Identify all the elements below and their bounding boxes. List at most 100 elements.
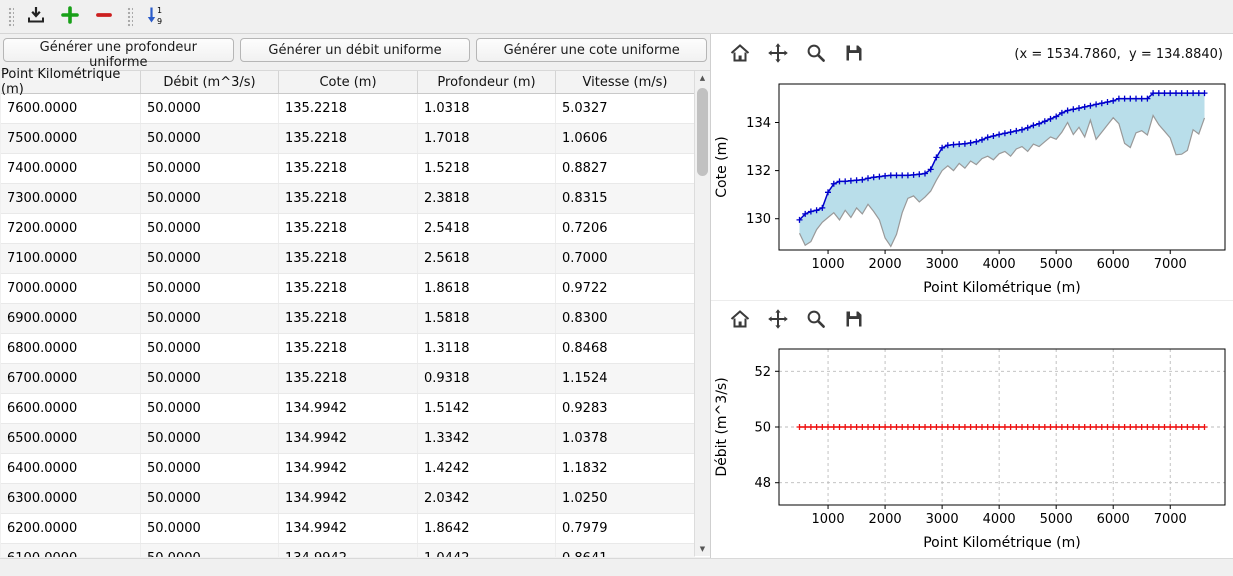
table-cell[interactable]: 134.9942: [279, 544, 418, 557]
add-row-button[interactable]: [55, 3, 85, 31]
table-cell[interactable]: 134.9942: [279, 514, 418, 543]
table-cell[interactable]: 50.0000: [141, 274, 279, 303]
scrollbar-up-arrow-icon[interactable]: ▲: [699, 74, 706, 82]
table-cell[interactable]: 50.0000: [141, 334, 279, 363]
table-cell[interactable]: 1.5818: [418, 304, 556, 333]
table-cell[interactable]: 1.8618: [418, 274, 556, 303]
table-vertical-scrollbar[interactable]: ▲ ▼: [694, 71, 710, 556]
zoom-button[interactable]: [801, 39, 831, 69]
table-cell[interactable]: 135.2218: [279, 304, 418, 333]
table-cell[interactable]: 134.9942: [279, 454, 418, 483]
table-cell[interactable]: 1.8642: [418, 514, 556, 543]
table-cell[interactable]: 0.9722: [556, 274, 695, 303]
table-cell[interactable]: 135.2218: [279, 94, 418, 123]
pan-button[interactable]: [763, 39, 793, 69]
table-cell[interactable]: 50.0000: [141, 124, 279, 153]
table-cell[interactable]: 6300.0000: [1, 484, 141, 513]
table-cell[interactable]: 6500.0000: [1, 424, 141, 453]
table-cell[interactable]: 50.0000: [141, 454, 279, 483]
sort-button[interactable]: 1 9: [140, 3, 170, 31]
table-row[interactable]: 7300.0000 50.0000 135.2218 2.3818 0.8315: [1, 184, 695, 214]
table-cell[interactable]: 0.7000: [556, 244, 695, 273]
table-cell[interactable]: 135.2218: [279, 154, 418, 183]
table-cell[interactable]: 6900.0000: [1, 304, 141, 333]
table-cell[interactable]: 7500.0000: [1, 124, 141, 153]
table-cell[interactable]: 0.8300: [556, 304, 695, 333]
toolbar-grip[interactable]: [7, 5, 14, 28]
table-cell[interactable]: 50.0000: [141, 394, 279, 423]
table-cell[interactable]: 6600.0000: [1, 394, 141, 423]
table-cell[interactable]: 7000.0000: [1, 274, 141, 303]
table-cell[interactable]: 135.2218: [279, 334, 418, 363]
table-cell[interactable]: 0.8827: [556, 154, 695, 183]
table-row[interactable]: 7200.0000 50.0000 135.2218 2.5418 0.7206: [1, 214, 695, 244]
table-cell[interactable]: 135.2218: [279, 244, 418, 273]
water-profile-chart[interactable]: 1000 2000 3000 4000 5000 6000 7000 130 132 134 Poi…: [711, 74, 1232, 300]
table-row[interactable]: 6800.0000 50.0000 135.2218 1.3118 0.8468: [1, 334, 695, 364]
table-cell[interactable]: 7400.0000: [1, 154, 141, 183]
table-cell[interactable]: 6700.0000: [1, 364, 141, 393]
home-button[interactable]: [725, 39, 755, 69]
table-cell[interactable]: 50.0000: [141, 364, 279, 393]
zoom-button[interactable]: [801, 305, 831, 335]
table-cell[interactable]: 0.8315: [556, 184, 695, 213]
table-cell[interactable]: 6200.0000: [1, 514, 141, 543]
table-cell[interactable]: 6100.0000: [1, 544, 141, 557]
table-cell[interactable]: 0.7979: [556, 514, 695, 543]
table-cell[interactable]: 50.0000: [141, 484, 279, 513]
table-cell[interactable]: 1.7018: [418, 124, 556, 153]
table-cell[interactable]: 7600.0000: [1, 94, 141, 123]
table-cell[interactable]: 134.9942: [279, 484, 418, 513]
discharge-chart[interactable]: 1000 2000 3000 4000 5000 6000 7000 48 50 52 Point …: [711, 339, 1232, 555]
table-cell[interactable]: 2.3818: [418, 184, 556, 213]
table-cell[interactable]: 135.2218: [279, 214, 418, 243]
generate-uniform-flow-button[interactable]: Générer un débit uniforme: [239, 38, 471, 62]
table-cell[interactable]: 1.3118: [418, 334, 556, 363]
table-row[interactable]: 7500.0000 50.0000 135.2218 1.7018 1.0606: [1, 124, 695, 154]
table-cell[interactable]: 7100.0000: [1, 244, 141, 273]
column-header[interactable]: Point Kilométrique (m): [1, 67, 141, 97]
table-cell[interactable]: 0.8641: [556, 544, 695, 557]
table-cell[interactable]: 50.0000: [141, 94, 279, 123]
table-cell[interactable]: 6800.0000: [1, 334, 141, 363]
table-cell[interactable]: 1.0606: [556, 124, 695, 153]
table-cell[interactable]: 5.0327: [556, 94, 695, 123]
table-cell[interactable]: 50.0000: [141, 514, 279, 543]
table-cell[interactable]: 1.0250: [556, 484, 695, 513]
column-header[interactable]: Cote (m): [279, 71, 418, 93]
table-cell[interactable]: 6400.0000: [1, 454, 141, 483]
table-cell[interactable]: 2.5618: [418, 244, 556, 273]
table-cell[interactable]: 50.0000: [141, 304, 279, 333]
pan-button[interactable]: [763, 305, 793, 335]
table-cell[interactable]: 135.2218: [279, 124, 418, 153]
table-cell[interactable]: 50.0000: [141, 184, 279, 213]
table-cell[interactable]: 1.3342: [418, 424, 556, 453]
table-row[interactable]: 6500.0000 50.0000 134.9942 1.3342 1.0378: [1, 424, 695, 454]
table-cell[interactable]: 1.0378: [556, 424, 695, 453]
table-cell[interactable]: 0.9318: [418, 364, 556, 393]
save-figure-button[interactable]: [839, 39, 869, 69]
column-header[interactable]: Débit (m^3/s): [141, 71, 279, 93]
table-cell[interactable]: 50.0000: [141, 214, 279, 243]
table-row[interactable]: 6600.0000 50.0000 134.9942 1.5142 0.9283: [1, 394, 695, 424]
table-cell[interactable]: 50.0000: [141, 424, 279, 453]
table-cell[interactable]: 1.5142: [418, 394, 556, 423]
table-cell[interactable]: 1.0318: [418, 94, 556, 123]
table-cell[interactable]: 50.0000: [141, 154, 279, 183]
table-cell[interactable]: 0.8468: [556, 334, 695, 363]
toolbar-grip[interactable]: [126, 5, 133, 28]
download-button[interactable]: [21, 3, 51, 31]
table-row[interactable]: 6400.0000 50.0000 134.9942 1.4242 1.1832: [1, 454, 695, 484]
table-cell[interactable]: 0.7206: [556, 214, 695, 243]
table-row[interactable]: 6200.0000 50.0000 134.9942 1.8642 0.7979: [1, 514, 695, 544]
table-cell[interactable]: 2.5418: [418, 214, 556, 243]
table-cell[interactable]: 7300.0000: [1, 184, 141, 213]
table-cell[interactable]: 7200.0000: [1, 214, 141, 243]
table-cell[interactable]: 134.9942: [279, 394, 418, 423]
table-cell[interactable]: 135.2218: [279, 184, 418, 213]
table-row[interactable]: 7600.0000 50.0000 135.2218 1.0318 5.0327: [1, 94, 695, 124]
table-cell[interactable]: 135.2218: [279, 274, 418, 303]
table-cell[interactable]: 1.4242: [418, 454, 556, 483]
save-figure-button[interactable]: [839, 305, 869, 335]
